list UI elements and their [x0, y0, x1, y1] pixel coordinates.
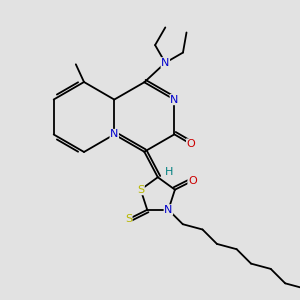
Text: S: S: [137, 185, 144, 195]
Text: O: O: [188, 176, 197, 186]
Text: O: O: [187, 139, 195, 149]
Text: S: S: [125, 214, 132, 224]
Text: N: N: [110, 129, 118, 140]
Text: N: N: [170, 94, 178, 105]
Text: N: N: [164, 205, 172, 215]
Text: H: H: [165, 167, 173, 177]
Text: N: N: [161, 58, 170, 68]
